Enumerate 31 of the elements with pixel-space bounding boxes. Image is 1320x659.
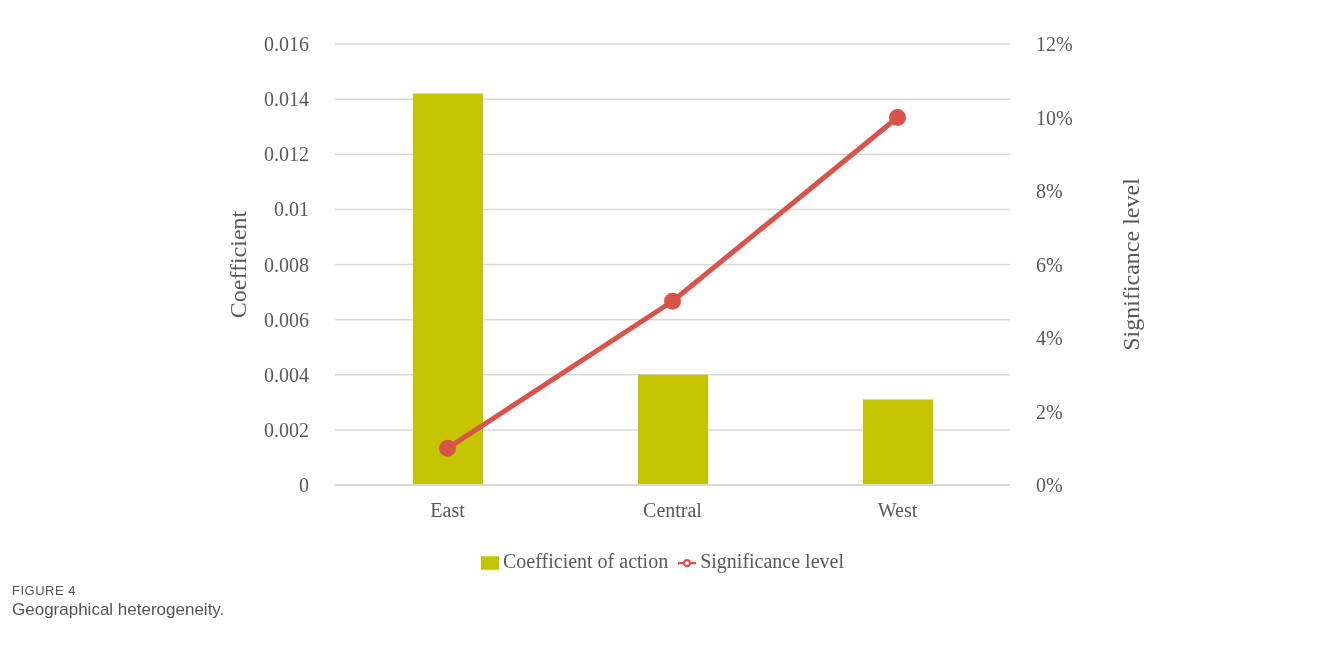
y2-tick-label: 10% <box>1036 106 1073 129</box>
y-tick-label: 0.004 <box>264 363 309 386</box>
caption: FIGURE 4 <box>12 583 77 598</box>
y2-tick-label: 0% <box>1036 474 1063 497</box>
y-tick-label: 0 <box>299 474 309 497</box>
text: Geographical heterogeneity. <box>12 600 226 620</box>
y-tick-label: 0.008 <box>264 253 309 276</box>
point <box>664 292 681 310</box>
y2-tick-label: 6% <box>1036 253 1063 276</box>
bar <box>413 93 483 485</box>
x-tick-label: Central <box>643 499 703 522</box>
y-tick-label: 0.012 <box>264 143 309 166</box>
y2-tick-label: 8% <box>1036 180 1063 203</box>
x-tick-label: East <box>430 499 466 522</box>
bar <box>638 374 708 485</box>
x-tick-label: West <box>877 499 918 522</box>
bar <box>863 399 933 485</box>
y2-tick-label: 12% <box>1036 33 1073 56</box>
y-tick-label: 0.006 <box>264 308 309 331</box>
y2-tick-label: 2% <box>1036 400 1063 423</box>
legend-label: Significance level <box>700 550 844 572</box>
y-tick-label: 0.014 <box>264 88 309 111</box>
point <box>439 439 456 457</box>
y-tick-label: 0.002 <box>264 418 309 441</box>
y2-axis-title: Significance level <box>1117 177 1144 351</box>
y-tick-label: 0.016 <box>264 33 309 56</box>
y2-tick-label: 4% <box>1036 327 1063 350</box>
y-tick-label: 0.01 <box>274 198 309 221</box>
legend-label: Coefficient of action <box>503 550 669 572</box>
point <box>889 109 906 126</box>
y-axis-title: Coefficient <box>224 210 251 319</box>
